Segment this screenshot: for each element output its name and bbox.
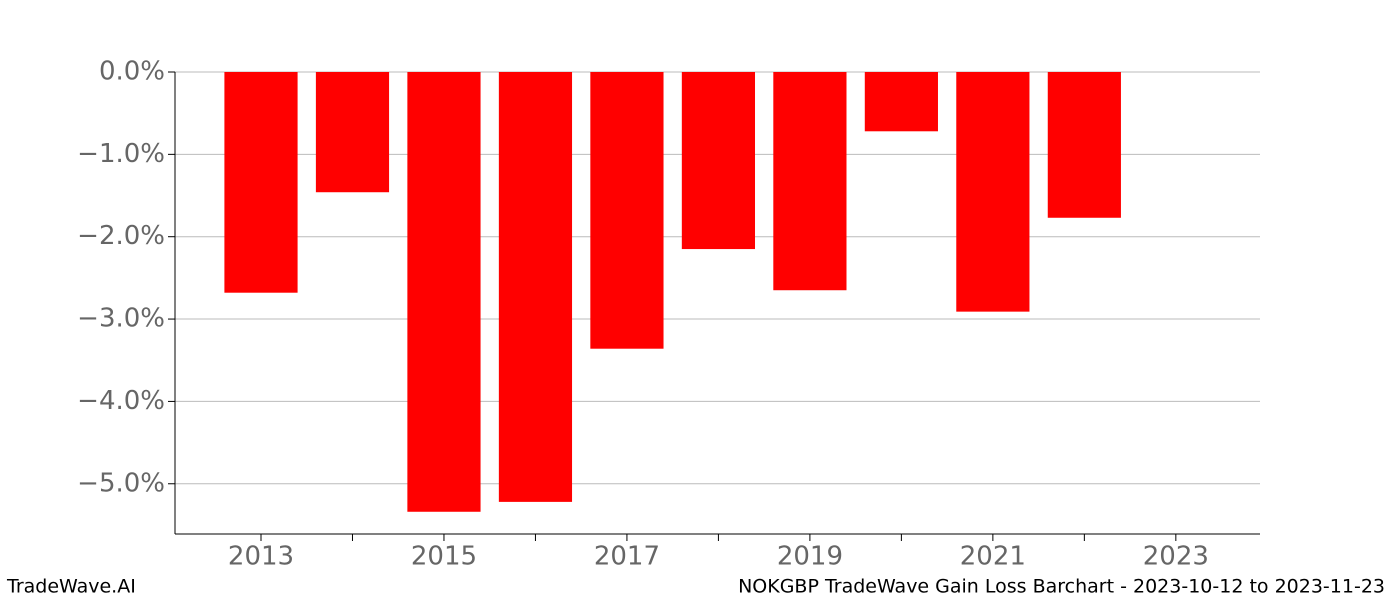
bar: [681, 72, 756, 250]
x-tick-label: 2019: [777, 542, 843, 572]
x-tick-label: 2021: [960, 542, 1026, 572]
bar: [407, 72, 481, 512]
bar: [315, 72, 390, 193]
y-tick-label: −2.0%: [77, 221, 165, 251]
bar: [498, 72, 573, 502]
bar: [224, 72, 298, 293]
x-tick-label: 2017: [594, 542, 660, 572]
bar: [864, 72, 938, 132]
y-tick-label: −5.0%: [77, 468, 165, 498]
y-tick-label: −1.0%: [77, 139, 165, 169]
bar: [1047, 72, 1121, 218]
y-tick-label: 0.0%: [99, 57, 165, 87]
bar: [956, 72, 1030, 312]
x-tick-label: 2013: [228, 542, 294, 572]
y-tick-label: −3.0%: [77, 304, 165, 334]
footer-right: NOKGBP TradeWave Gain Loss Barchart - 20…: [738, 576, 1385, 598]
footer-left: TradeWave.AI: [6, 576, 136, 598]
bar: [773, 72, 847, 291]
bar: [590, 72, 664, 349]
x-tick-label: 2023: [1143, 542, 1209, 572]
x-tick-label: 2015: [411, 542, 477, 572]
y-tick-label: −4.0%: [77, 386, 165, 416]
